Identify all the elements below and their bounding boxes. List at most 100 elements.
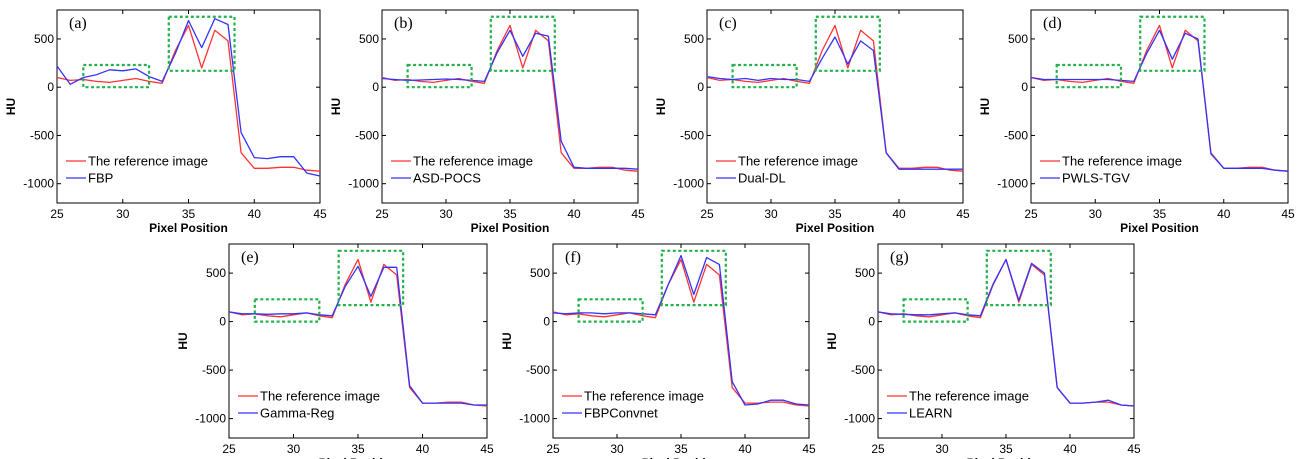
x-tick-label: 40 xyxy=(248,207,262,221)
highlight-box xyxy=(731,63,798,89)
y-tick-label: -1000 xyxy=(23,177,54,191)
x-tick-label: 40 xyxy=(416,442,430,456)
legend-entry: LEARN xyxy=(909,406,952,421)
y-tick-label: 500 xyxy=(530,266,550,280)
y-tick-label: -1000 xyxy=(519,412,550,426)
y-axis-label: HU xyxy=(825,332,839,349)
panel-label: (f) xyxy=(565,249,581,266)
y-tick-label: -500 xyxy=(1004,128,1028,142)
y-axis-label: HU xyxy=(978,98,992,115)
series-line-reference xyxy=(1030,24,1289,172)
x-axis-label: Pixel Position xyxy=(471,221,550,235)
x-tick-label: 35 xyxy=(503,207,517,221)
y-tick-label: -1000 xyxy=(348,177,379,191)
x-tick-label: 35 xyxy=(999,442,1013,456)
highlight-box xyxy=(814,15,881,72)
plot-area xyxy=(877,243,1135,439)
plot-area xyxy=(1030,9,1289,204)
chart-panel-1: 25 30 35 40 45 -1000 -500 0 500 Pixel Position HU (… xyxy=(4,9,327,235)
highlight-box xyxy=(985,249,1052,307)
y-tick-label: -500 xyxy=(202,363,226,377)
y-tick-label: -500 xyxy=(30,128,54,142)
legend-entry: FBP xyxy=(88,171,113,186)
panel-label: (d) xyxy=(1043,15,1062,32)
legend-entry: The reference image xyxy=(260,389,380,404)
y-tick-label: 0 xyxy=(47,80,54,94)
y-tick-label: 500 xyxy=(684,32,704,46)
x-tick-label: 25 xyxy=(1024,207,1038,221)
y-tick-label: 0 xyxy=(372,80,379,94)
plot-area xyxy=(706,9,964,204)
y-tick-label: -1000 xyxy=(997,177,1028,191)
y-tick-label: 0 xyxy=(1021,80,1028,94)
legend-entry: FBPConvnet xyxy=(584,406,658,421)
y-tick-label: 500 xyxy=(34,32,54,46)
series-line-method xyxy=(552,254,810,406)
x-axis-label: Pixel Position xyxy=(796,221,875,235)
x-tick-label: 30 xyxy=(935,442,949,456)
x-tick-label: 35 xyxy=(674,442,688,456)
series-line-reference xyxy=(228,258,488,407)
legend-entry: The reference image xyxy=(88,154,208,169)
x-tick-label: 25 xyxy=(375,207,389,221)
x-tick-label: 45 xyxy=(631,207,645,221)
y-tick-label: -500 xyxy=(355,128,379,142)
legend-entry: ASD-POCS xyxy=(413,171,481,186)
x-tick-label: 30 xyxy=(610,442,624,456)
highlight-box xyxy=(577,298,644,323)
y-tick-label: -500 xyxy=(680,128,704,142)
series-line-reference xyxy=(706,24,964,172)
highlight-box xyxy=(337,249,405,307)
x-tick-label: 45 xyxy=(480,442,494,456)
y-tick-label: 0 xyxy=(543,315,550,329)
x-tick-label: 35 xyxy=(182,207,196,221)
x-tick-label: 45 xyxy=(802,442,816,456)
panel-label: (a) xyxy=(69,15,87,32)
y-tick-label: 0 xyxy=(219,315,226,329)
x-axis-label: Pixel Position xyxy=(319,456,398,459)
chart-panel-7: 25 30 35 40 45 -1000 -500 0 500 Pixel Position HU (… xyxy=(825,243,1141,459)
y-tick-label: -500 xyxy=(851,363,875,377)
series-line-method xyxy=(706,36,963,170)
highlight-box xyxy=(660,249,727,307)
y-tick-label: 500 xyxy=(855,266,875,280)
x-tick-label: 45 xyxy=(1127,442,1141,456)
legend-entry: PWLS-TGV xyxy=(1062,171,1130,186)
y-tick-label: 0 xyxy=(868,315,875,329)
y-axis-label: HU xyxy=(329,98,343,115)
x-tick-label: 40 xyxy=(892,207,906,221)
x-tick-label: 30 xyxy=(287,442,301,456)
x-tick-label: 40 xyxy=(567,207,581,221)
x-axis-label: Pixel Position xyxy=(1120,221,1199,235)
highlight-box xyxy=(902,298,969,323)
y-tick-label: -1000 xyxy=(195,412,226,426)
x-tick-label: 45 xyxy=(1281,207,1295,221)
x-tick-label: 40 xyxy=(1217,207,1231,221)
legend-entry: The reference image xyxy=(1062,154,1182,169)
x-tick-label: 30 xyxy=(1089,207,1103,221)
x-tick-label: 40 xyxy=(1063,442,1077,456)
series-line-method xyxy=(228,265,487,406)
highlight-box xyxy=(406,63,473,89)
x-axis-label: Pixel Position xyxy=(967,456,1046,459)
x-tick-label: 40 xyxy=(738,442,752,456)
x-tick-label: 35 xyxy=(351,442,365,456)
legend-entry: Dual-DL xyxy=(738,171,786,186)
x-tick-label: 25 xyxy=(222,442,236,456)
highlight-box xyxy=(1055,63,1123,89)
plot-area xyxy=(228,243,488,439)
panel-label: (b) xyxy=(394,15,413,32)
series-line-method xyxy=(381,29,639,170)
y-tick-label: -1000 xyxy=(673,177,704,191)
y-tick-label: 0 xyxy=(697,80,704,94)
y-tick-label: 500 xyxy=(206,266,226,280)
chart-panel-5: 25 30 35 40 45 -1000 -500 0 500 Pixel Position HU (… xyxy=(176,243,494,459)
y-tick-label: -500 xyxy=(526,363,550,377)
chart-panel-2: 25 30 35 40 45 -1000 -500 0 500 Pixel Position HU (… xyxy=(329,9,645,235)
series-line-reference xyxy=(381,24,639,172)
y-axis-label: HU xyxy=(500,332,514,349)
series-line-method xyxy=(56,18,321,177)
chart-panel-6: 25 30 35 40 45 -1000 -500 0 500 Pixel Position HU (… xyxy=(500,243,816,459)
x-axis-label: Pixel Position xyxy=(149,221,228,235)
